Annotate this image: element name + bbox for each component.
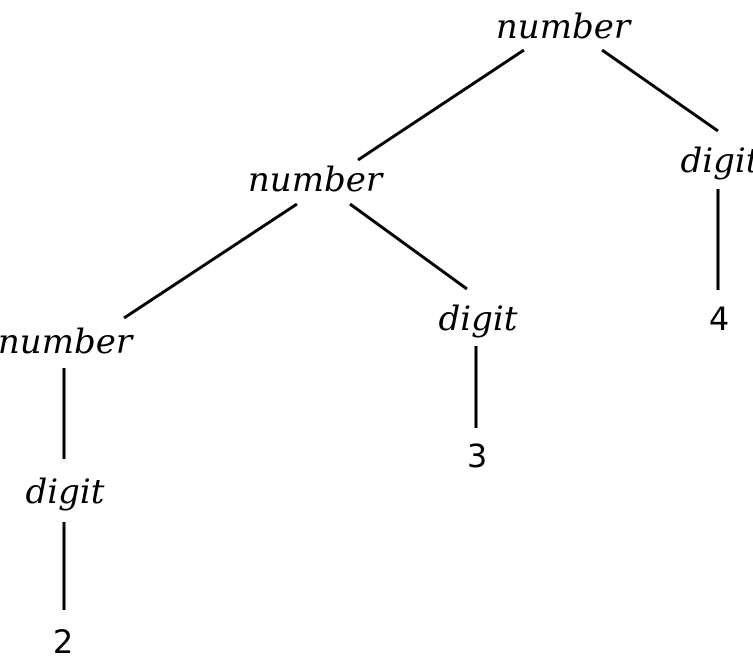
edge-root-to-number xyxy=(357,48,525,162)
node-number-level3: number xyxy=(0,322,134,362)
node-digit-middle: digit xyxy=(439,299,518,339)
edge-number-to-number xyxy=(123,202,298,320)
edge-number-to-digit xyxy=(349,202,468,291)
node-number-root: number xyxy=(496,7,632,47)
leaf-3: 3 xyxy=(467,437,487,475)
edge-root-to-digit xyxy=(601,48,719,133)
leaf-4: 4 xyxy=(709,300,729,338)
node-digit-left: digit xyxy=(26,472,105,512)
node-number-level2: number xyxy=(248,160,384,200)
node-digit-right: digit xyxy=(681,141,753,181)
leaf-2: 2 xyxy=(53,623,73,661)
